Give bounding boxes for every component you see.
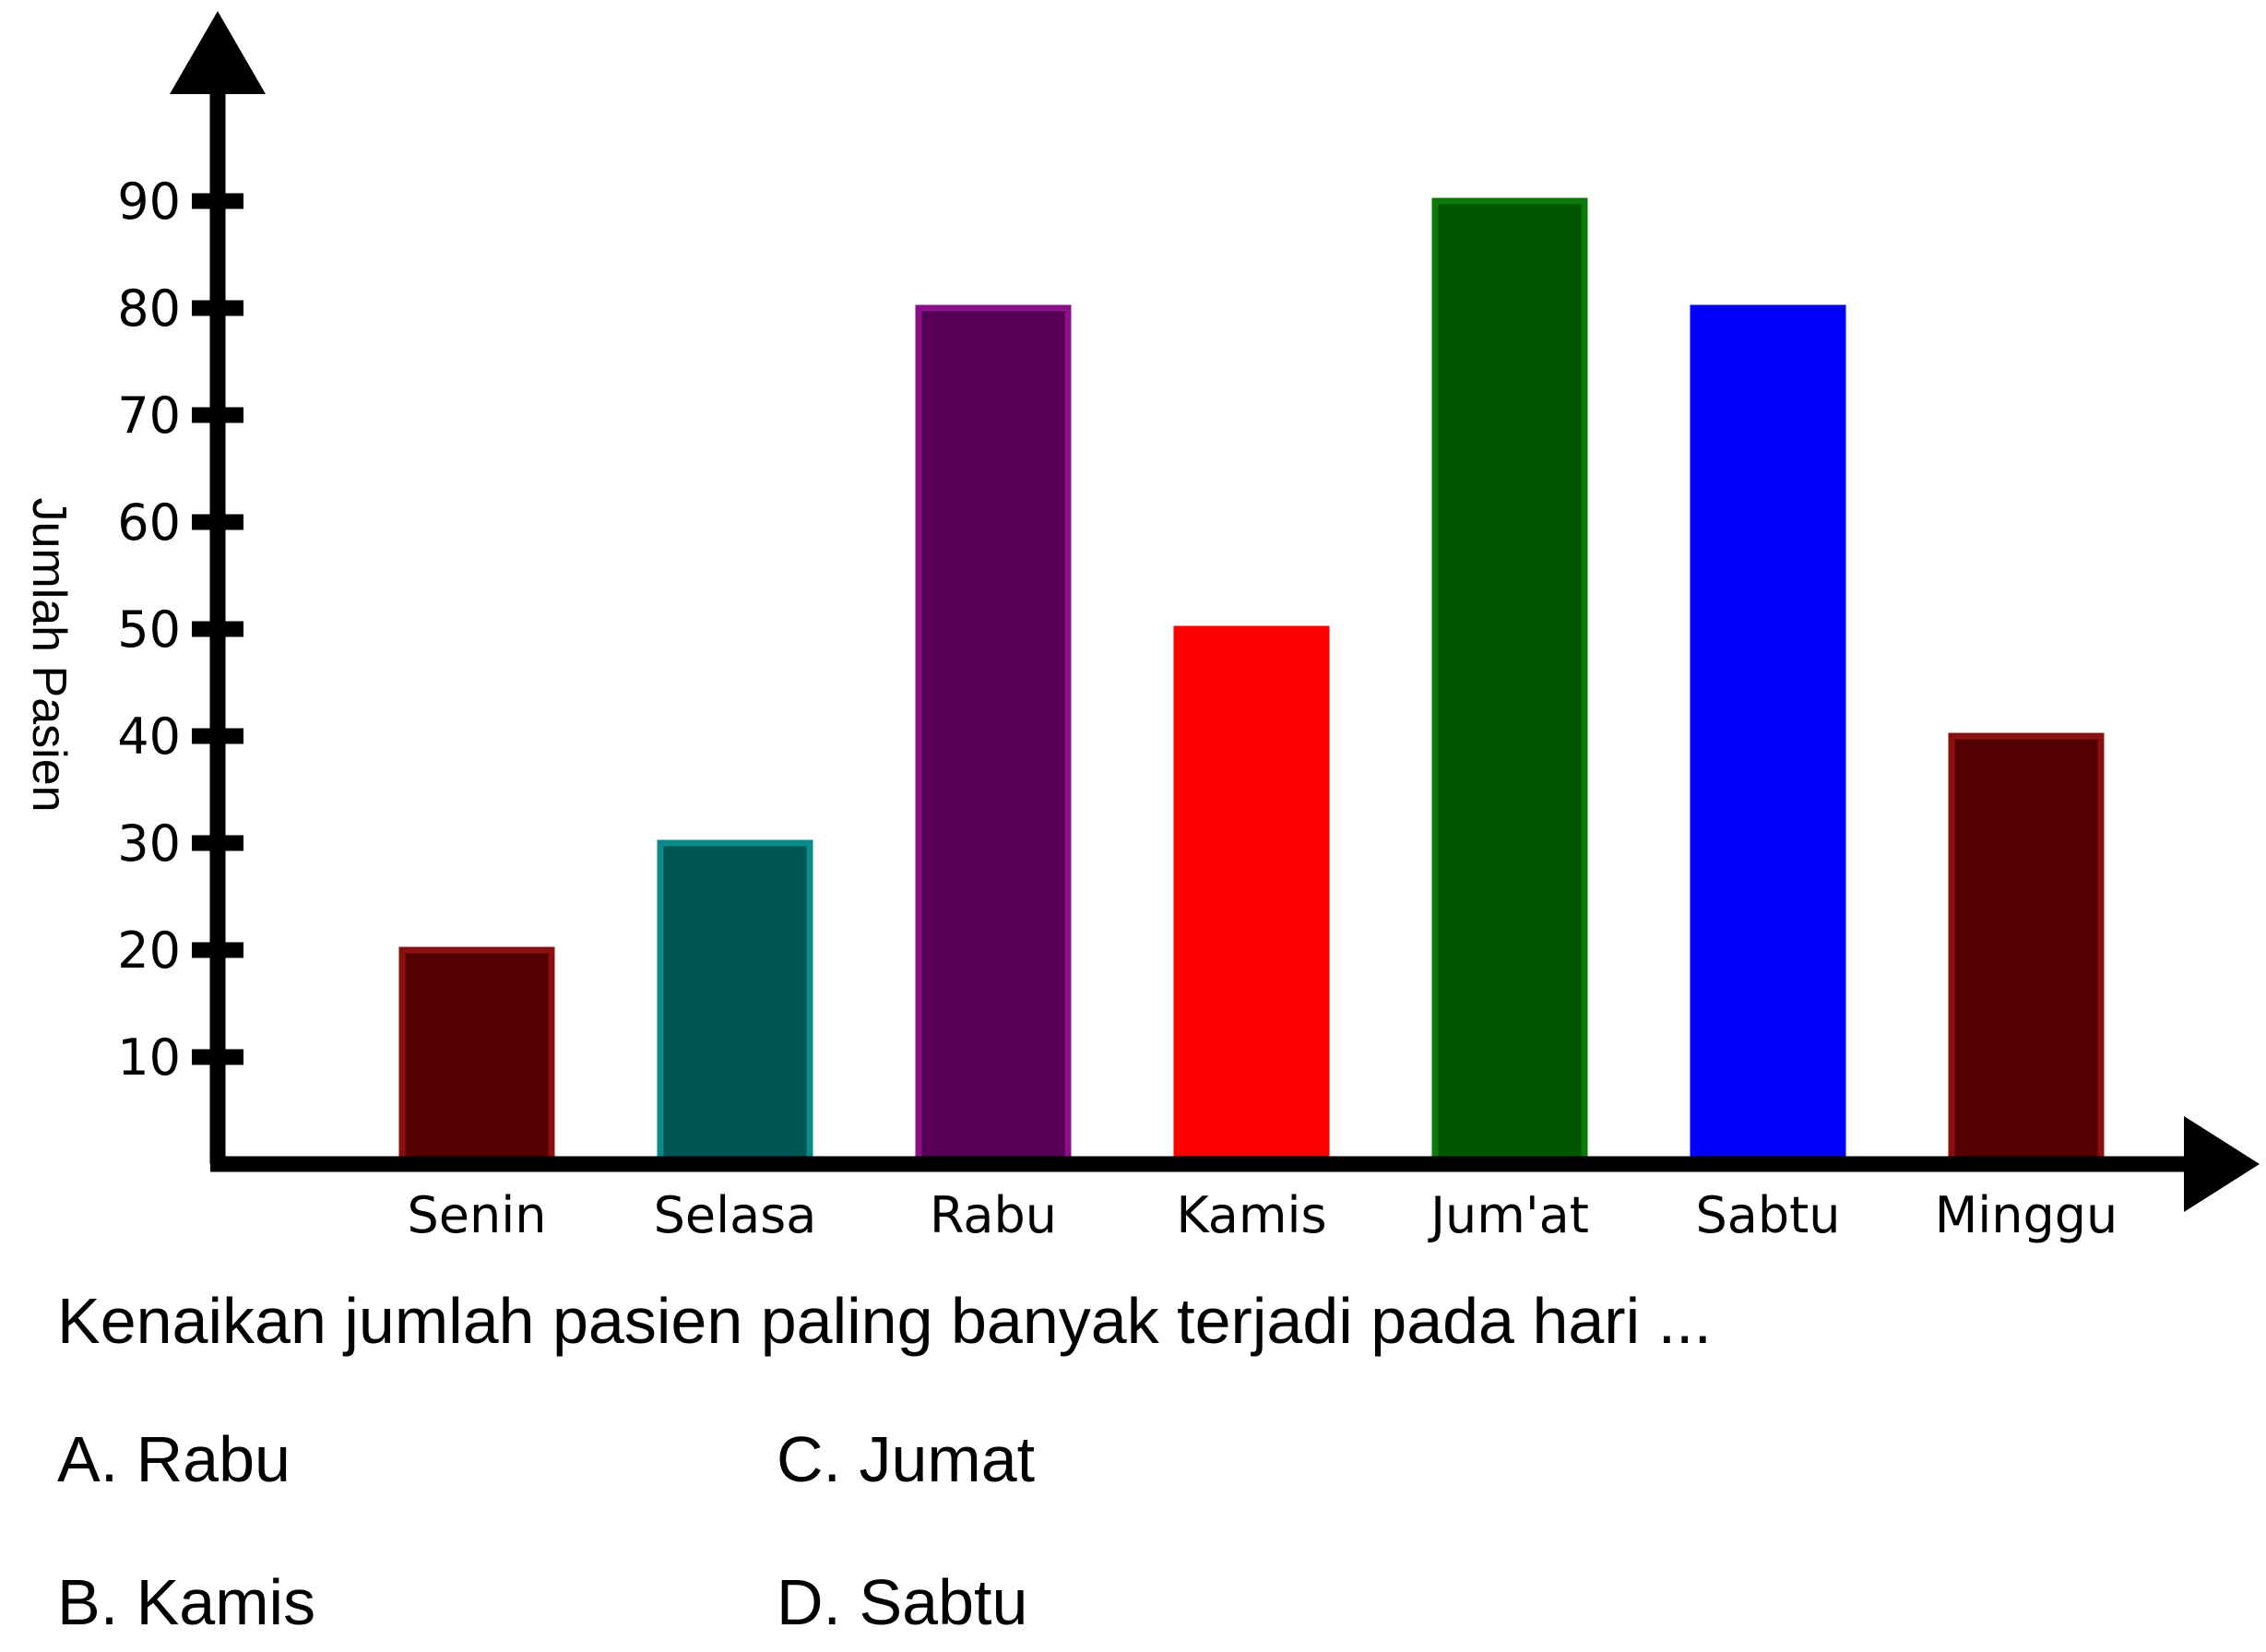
bar: [657, 839, 813, 1168]
x-labels-group: Senin Selasa Rabu Kamis Jum'at Sabtu Minggu: [408, 1186, 2118, 1244]
y-tick-label: 80: [117, 279, 181, 338]
y-tick-label: 20: [117, 921, 181, 980]
bar: [1431, 197, 1588, 1168]
x-category-label: Minggu: [1935, 1186, 2118, 1244]
x-category-label: Rabu: [930, 1186, 1057, 1244]
option-b: B. Kamis: [57, 1566, 316, 1638]
bar: [398, 946, 555, 1168]
option-a: A. Rabu: [57, 1423, 291, 1495]
x-category-label: Kamis: [1176, 1186, 1326, 1244]
option-c: C. Jumat: [777, 1423, 1036, 1495]
y-axis-title: Jumlah Pasien: [22, 497, 76, 812]
bar: [1690, 304, 1846, 1168]
y-tick-label: 40: [117, 707, 181, 766]
option-d: D. Sabtu: [777, 1566, 1028, 1638]
bar: [915, 304, 1072, 1168]
bar-chart: 10 20 30 40 50 60 70 80 90 Senin Selasa Rabu Kamis J…: [22, 11, 2260, 1244]
y-tick-label: 30: [117, 814, 181, 873]
y-tick-label: 70: [117, 386, 181, 445]
y-ticks-group: 10 20 30 40 50 60 70 80 90: [117, 172, 243, 1087]
y-tick-label: 90: [117, 172, 181, 231]
bars-group: [398, 197, 2105, 1168]
x-category-label: Jum'at: [1428, 1186, 1589, 1244]
question-text: Kenaikan jumlah pasien paling banyak ter…: [57, 1285, 1712, 1357]
x-category-label: Senin: [408, 1186, 547, 1244]
x-axis-arrow: [2184, 1116, 2260, 1212]
y-tick-label: 50: [117, 600, 181, 659]
y-tick-label: 10: [117, 1028, 181, 1087]
x-category-label: Sabtu: [1695, 1186, 1840, 1244]
y-axis-arrow: [170, 11, 266, 94]
bar: [1948, 732, 2105, 1168]
bar: [1173, 625, 1330, 1168]
y-tick-label: 60: [117, 493, 181, 552]
x-category-label: Selasa: [654, 1186, 817, 1244]
